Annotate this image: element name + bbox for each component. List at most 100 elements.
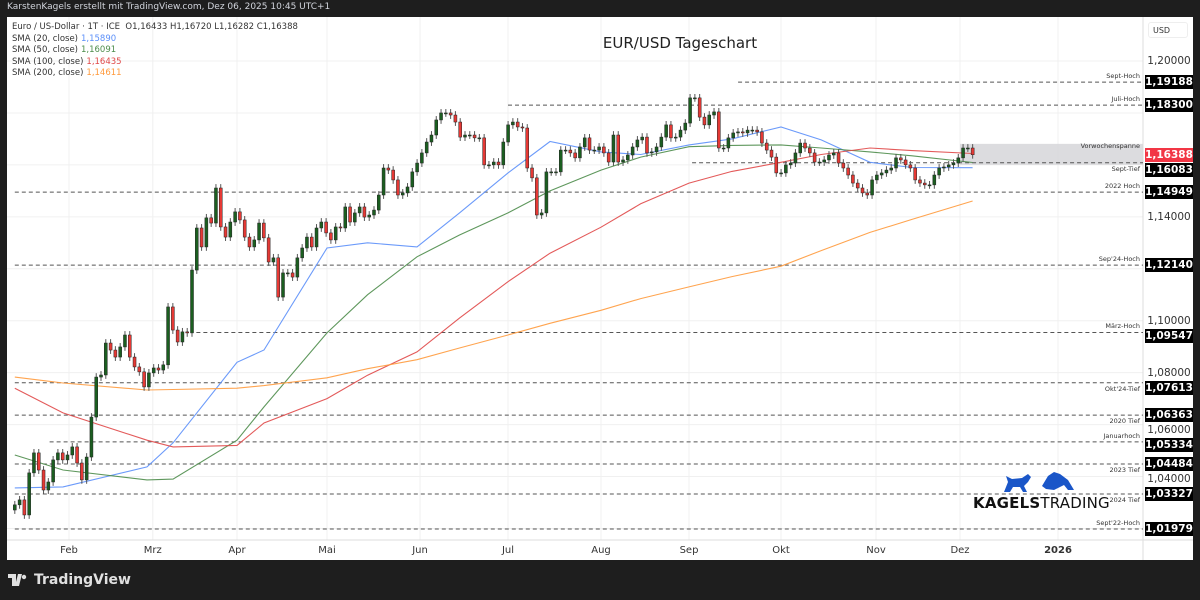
candle-body: [899, 157, 903, 161]
candle-body: [726, 137, 731, 149]
candle-body: [56, 452, 60, 461]
level-price-label: 1,01979: [1145, 522, 1193, 536]
sma20-label: SMA (20, close): [12, 33, 78, 44]
level-price-label: 1,09547: [1145, 328, 1193, 343]
candle-body: [377, 194, 381, 211]
candle-body: [319, 221, 324, 229]
candle-body: [415, 162, 419, 173]
candle-body: [812, 152, 817, 163]
candle-body: [597, 146, 601, 151]
candle-body: [788, 162, 793, 166]
candle-body: [314, 227, 319, 248]
price-tick-label: 1,06000: [1147, 424, 1191, 437]
candle-body: [276, 257, 280, 298]
candle-body: [429, 134, 434, 143]
candle-body: [559, 149, 563, 173]
candle-body: [41, 469, 46, 491]
candle-body: [592, 149, 597, 152]
sma-line-20: [14, 126, 973, 489]
candle-body: [453, 114, 458, 123]
time-tick-label: Feb: [60, 545, 78, 556]
candle-body: [343, 206, 348, 229]
candle-body: [151, 367, 156, 374]
candle-body: [290, 272, 295, 278]
candle-body: [22, 499, 27, 516]
candle-body: [654, 146, 659, 153]
candle-body: [673, 136, 678, 139]
candle-body: [755, 129, 759, 133]
candle-body: [908, 164, 913, 169]
candle-body: [477, 137, 482, 140]
candle-body: [865, 192, 870, 196]
candle-body: [381, 167, 386, 196]
candle-body: [712, 111, 716, 116]
candle-body: [683, 122, 688, 131]
candle-body: [108, 342, 113, 351]
time-tick-label: Aug: [591, 545, 611, 556]
price-tick-label: 1,04000: [1147, 472, 1191, 485]
legend-sma20[interactable]: SMA (20, close) 1,15890: [12, 34, 298, 46]
candle-body: [697, 97, 702, 118]
legend-symbol: Euro / US-Dollar · 1T · ICE: [12, 22, 121, 32]
candle-body: [937, 167, 941, 176]
legend-sma200[interactable]: SMA (200, close) 1,14611: [12, 68, 298, 80]
candle-body: [501, 141, 506, 166]
candle-body: [84, 456, 89, 481]
range-box-label: Vorwochenspanne: [1080, 141, 1140, 150]
candle-body: [300, 247, 304, 259]
level-price-label: 1,19188: [1145, 75, 1193, 90]
sma-line-200: [14, 200, 973, 391]
candle-body: [784, 164, 788, 174]
candle-body: [434, 119, 439, 136]
candle-body: [333, 226, 338, 241]
currency-label[interactable]: USD: [1148, 22, 1188, 38]
time-tick-label: Sep: [679, 545, 699, 556]
candle-body: [242, 219, 247, 238]
candle-body: [611, 134, 616, 163]
candle-body: [779, 172, 783, 175]
candle-body: [717, 111, 721, 149]
time-tick-label: 2026: [1044, 545, 1072, 556]
candle-body: [836, 152, 841, 164]
candle-body: [127, 334, 132, 358]
candle-body: [515, 121, 520, 128]
chart-credit: KarstenKagels erstellt mit TradingView.c…: [7, 2, 331, 12]
candle-body: [855, 182, 860, 189]
candle-body: [233, 211, 237, 223]
candle-body: [286, 272, 290, 275]
candle-body: [199, 227, 204, 248]
chart-canvas[interactable]: [7, 17, 1193, 560]
candle-body: [884, 169, 889, 174]
candle-body: [147, 372, 151, 388]
candle-body: [860, 187, 865, 194]
candle-body: [104, 342, 108, 376]
legend-sma50[interactable]: SMA (50, close) 1,16091: [12, 45, 298, 57]
sma-line-100: [14, 147, 973, 448]
level-price-label: 1,03327: [1145, 486, 1193, 501]
chart-area[interactable]: [7, 17, 1193, 560]
candle-body: [587, 137, 592, 151]
candle-body: [386, 167, 391, 171]
candle-body: [506, 124, 510, 143]
candle-body: [214, 187, 218, 224]
chart-legend: Euro / US-Dollar · 1T · ICE O1,16433 H1,…: [12, 22, 298, 80]
candle-body: [894, 157, 898, 169]
candle-body: [568, 149, 573, 154]
time-tick-label: Nov: [866, 545, 886, 556]
candle-body: [262, 222, 266, 239]
candle-body: [156, 367, 161, 371]
candle-body: [123, 334, 127, 348]
level-price-label: 1,12140: [1145, 258, 1193, 273]
legend-sma100[interactable]: SMA (100, close) 1,16435: [12, 57, 298, 69]
candle-body: [769, 149, 774, 158]
candle-body: [841, 162, 846, 169]
legend-symbol-row: Euro / US-Dollar · 1T · ICE O1,16433 H1,…: [12, 22, 298, 34]
candle-body: [458, 121, 462, 138]
level-name-label: 2022 Hoch: [1104, 182, 1140, 191]
candle-body: [491, 161, 496, 166]
tradingview-footer[interactable]: TradingView: [8, 572, 131, 588]
candle-body: [247, 236, 252, 248]
sma-line-50: [14, 144, 973, 481]
candle-body: [602, 146, 606, 154]
candle-body: [688, 97, 692, 124]
